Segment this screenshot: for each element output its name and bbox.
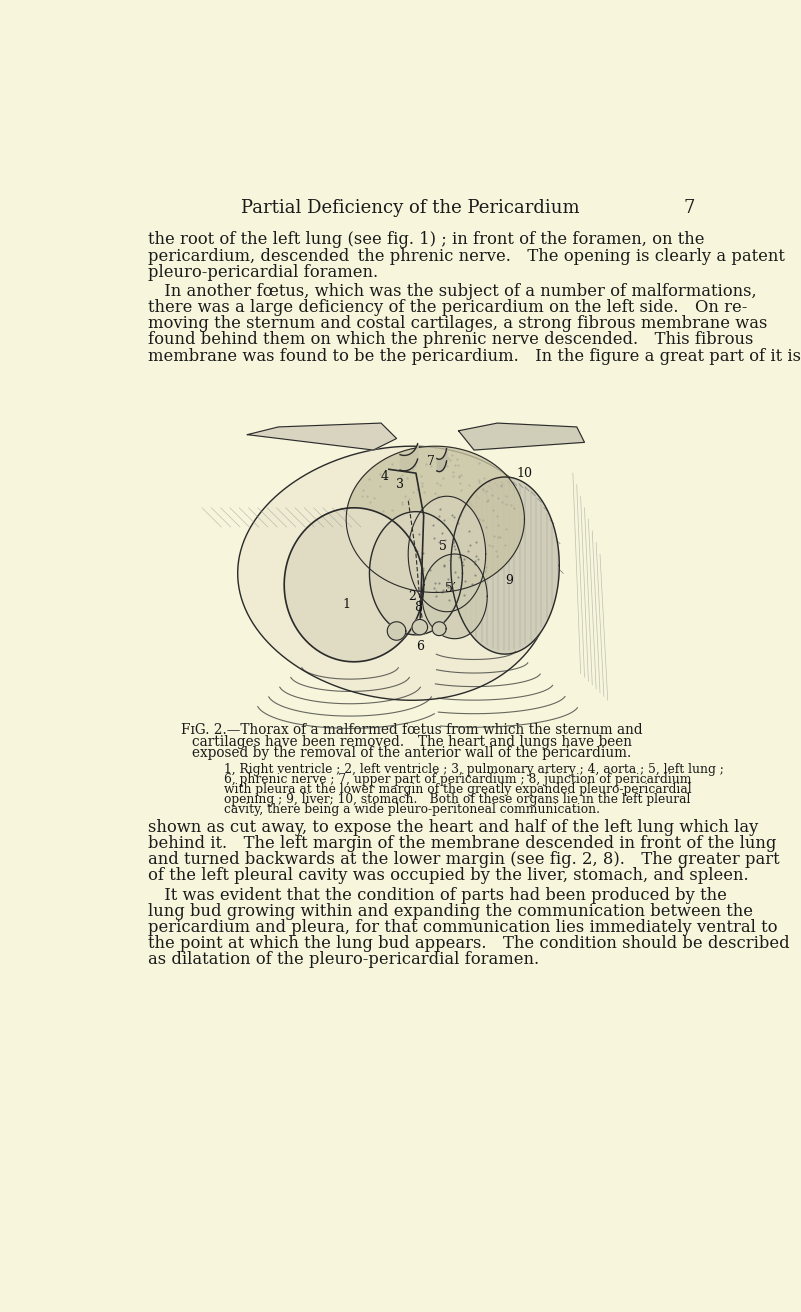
Text: found behind them on which the phrenic nerve descended.  This fibrous: found behind them on which the phrenic n… — [148, 332, 754, 349]
Text: In another fœtus, which was the subject of a number of malformations,: In another fœtus, which was the subject … — [148, 283, 757, 300]
Text: 6: 6 — [416, 640, 424, 653]
Polygon shape — [433, 622, 446, 635]
Polygon shape — [248, 422, 396, 450]
Text: 4: 4 — [381, 471, 389, 484]
Text: moving the sternum and costal cartilages, a strong fibrous membrane was: moving the sternum and costal cartilages… — [148, 315, 767, 332]
Text: the root of the left lung (see fig. 1) ; in front of the foramen, on the: the root of the left lung (see fig. 1) ;… — [148, 231, 705, 248]
Text: cartilages have been removed.  The heart and lungs have been: cartilages have been removed. The heart … — [192, 735, 632, 749]
Text: 10: 10 — [517, 467, 533, 480]
Polygon shape — [369, 512, 462, 635]
Text: there was a large deficiency of the pericardium on the left side.  On re-: there was a large deficiency of the peri… — [148, 299, 747, 316]
Text: behind it.  The left margin of the membrane descended in front of the lung: behind it. The left margin of the membra… — [148, 834, 776, 851]
Text: as dilatation of the pleuro-pericardial foramen.: as dilatation of the pleuro-pericardial … — [148, 951, 539, 968]
Text: Partial Deficiency of the Pericardium: Partial Deficiency of the Pericardium — [241, 199, 579, 218]
Text: of the left pleural cavity was occupied by the liver, stomach, and spleen.: of the left pleural cavity was occupied … — [148, 867, 749, 884]
Text: membrane was found to be the pericardium.  In the figure a great part of it is: membrane was found to be the pericardium… — [148, 348, 801, 365]
Text: 3: 3 — [396, 478, 405, 491]
Polygon shape — [387, 622, 406, 640]
Text: exposed by the removal of the anterior wall of the pericardium.: exposed by the removal of the anterior w… — [192, 747, 632, 761]
Text: opening ; 9, liver; 10, stomach.  Both of these organs lie in the left pleural: opening ; 9, liver; 10, stomach. Both of… — [224, 792, 690, 806]
Text: 9: 9 — [505, 575, 513, 588]
Text: pleuro-pericardial foramen.: pleuro-pericardial foramen. — [148, 264, 378, 281]
Text: 8: 8 — [414, 601, 422, 614]
Text: pericardium, descended  the phrenic nerve.  The opening is clearly a patent: pericardium, descended the phrenic nerve… — [148, 248, 785, 265]
Text: FɪG. 2.—Thorax of a malformed fœtus from which the sternum and: FɪG. 2.—Thorax of a malformed fœtus from… — [181, 723, 643, 737]
Polygon shape — [458, 422, 585, 450]
Polygon shape — [422, 554, 487, 639]
Polygon shape — [346, 446, 525, 593]
Text: and turned backwards at the lower margin (see fig. 2, 8).  The greater part: and turned backwards at the lower margin… — [148, 851, 780, 869]
Text: cavity, there being a wide pleuro-peritoneal communication.: cavity, there being a wide pleuro-perito… — [224, 803, 600, 816]
Text: 7: 7 — [428, 455, 436, 468]
Text: It was evident that the condition of parts had been produced by the: It was evident that the condition of par… — [148, 887, 727, 904]
Text: 2: 2 — [409, 590, 416, 602]
Polygon shape — [412, 619, 428, 635]
Polygon shape — [451, 478, 559, 655]
Polygon shape — [284, 508, 424, 661]
Text: lung bud growing within and expanding the communication between the: lung bud growing within and expanding th… — [148, 903, 753, 920]
Text: 7: 7 — [683, 199, 694, 218]
Text: 1: 1 — [342, 597, 350, 610]
Text: with pleura at the lower margin of the greatly expanded pleuro-pericardial: with pleura at the lower margin of the g… — [224, 783, 692, 795]
Text: 5′: 5′ — [445, 583, 457, 596]
Polygon shape — [409, 496, 485, 611]
Polygon shape — [238, 446, 555, 701]
Text: pericardium and pleura, for that communication lies immediately ventral to: pericardium and pleura, for that communi… — [148, 918, 778, 935]
Text: 6, phrenic nerve ; 7, upper part of pericardium ; 8, junction of pericardium: 6, phrenic nerve ; 7, upper part of peri… — [224, 773, 691, 786]
Text: 5: 5 — [439, 539, 447, 552]
Text: shown as cut away, to expose the heart and half of the left lung which lay: shown as cut away, to expose the heart a… — [148, 819, 759, 836]
Text: 1, Right ventricle ; 2, left ventricle ; 3, pulmonary artery ; 4, aorta ; 5, lef: 1, Right ventricle ; 2, left ventricle ;… — [224, 762, 724, 775]
Text: the point at which the lung bud appears.  The condition should be described: the point at which the lung bud appears.… — [148, 935, 790, 953]
